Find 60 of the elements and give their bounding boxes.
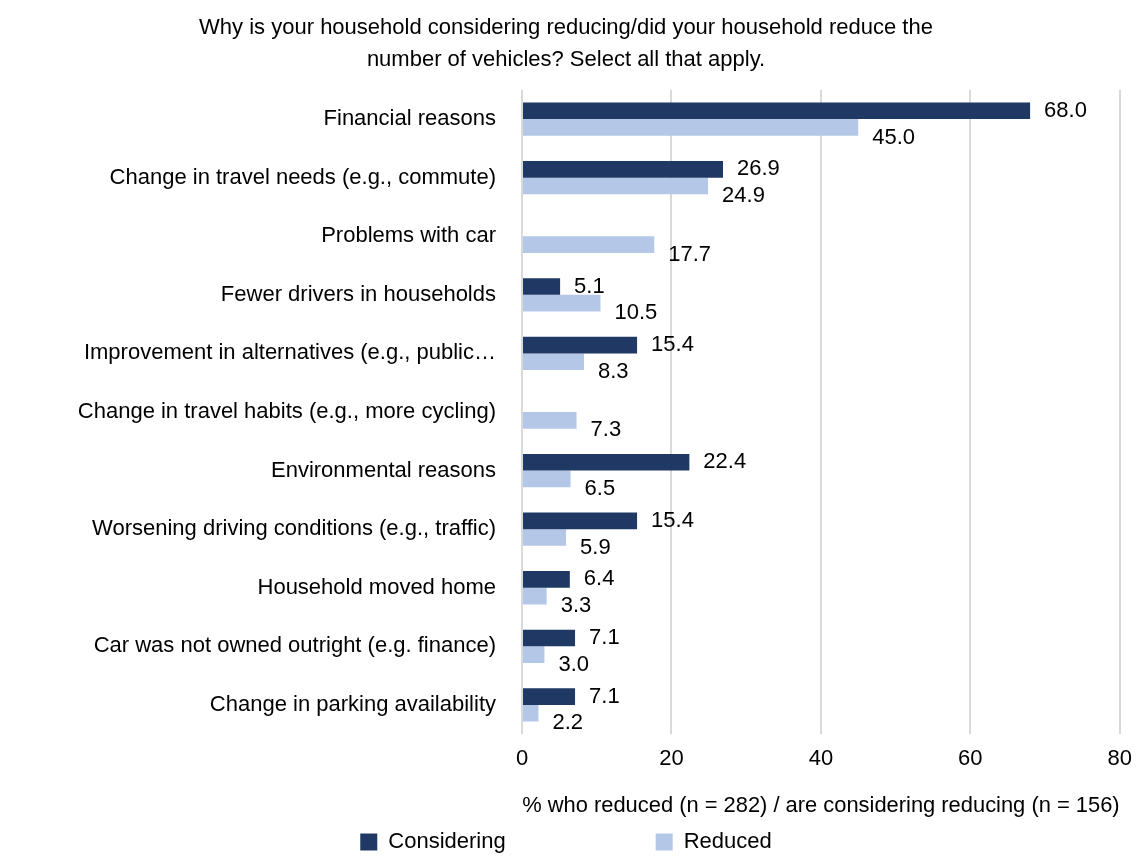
bar xyxy=(523,646,545,664)
y-tick-label: Change in travel habits (e.g., more cycling) xyxy=(77,398,496,424)
bar xyxy=(523,177,709,195)
x-axis-title: % who reduced (n = 282) / are considering reducing (n = 156) xyxy=(522,791,1120,817)
data-label: 24.9 xyxy=(722,182,765,208)
bar xyxy=(523,470,571,488)
data-label: 3.3 xyxy=(560,592,592,618)
data-label: 7.3 xyxy=(590,416,622,442)
bar xyxy=(523,704,539,722)
data-label: 2.2 xyxy=(552,709,584,735)
bar xyxy=(523,453,690,471)
data-label: 17.7 xyxy=(668,240,712,266)
x-tick-label: 0 xyxy=(515,745,529,771)
legend-label: Reduced xyxy=(683,828,772,854)
chart-title: Why is your household considering reducing/did your household reduce the number of vehicles? Select all that apply. xyxy=(199,14,933,71)
y-tick-label: Problems with car xyxy=(321,222,496,248)
data-label: 26.9 xyxy=(737,155,780,181)
x-tick-label: 60 xyxy=(958,745,983,771)
data-label: 6.5 xyxy=(584,474,616,500)
data-label: 6.4 xyxy=(583,565,615,591)
bar xyxy=(523,102,1031,120)
bar xyxy=(523,119,859,136)
y-tick-label: Change in parking availability xyxy=(209,690,496,716)
y-tick-label: Worsening driving conditions (e.g., traffic) xyxy=(92,515,496,541)
y-tick-label: Fewer drivers in households xyxy=(220,280,496,306)
legend-label: Considering xyxy=(388,828,506,854)
data-label: 22.4 xyxy=(703,448,747,474)
x-tick-label: 80 xyxy=(1107,745,1133,771)
bar xyxy=(523,294,601,312)
bar xyxy=(523,353,585,371)
data-label: 15.4 xyxy=(651,331,694,357)
bar xyxy=(523,629,576,647)
bar xyxy=(523,512,638,530)
data-label: 5.9 xyxy=(580,533,611,559)
bar xyxy=(523,160,723,178)
y-tick-label: Improvement in alternatives (e.g., public… xyxy=(83,339,496,365)
bar xyxy=(523,688,576,705)
y-tick-label: Household moved home xyxy=(257,573,496,599)
y-tick-label: Environmental reasons xyxy=(270,456,496,482)
data-label: 15.4 xyxy=(651,506,694,532)
data-label: 45.0 xyxy=(872,123,916,149)
bar xyxy=(523,529,567,546)
bar xyxy=(523,571,570,588)
y-tick-label: Financial reasons xyxy=(323,105,496,131)
data-label: 8.3 xyxy=(598,357,629,383)
bar xyxy=(523,412,577,429)
data-label: 68.0 xyxy=(1044,96,1087,122)
data-label: 7.1 xyxy=(589,682,620,708)
y-tick-label: Car was not owned outright (e.g. finance) xyxy=(93,632,496,658)
bar xyxy=(523,336,638,354)
data-label: 5.1 xyxy=(574,272,605,298)
data-label: 3.0 xyxy=(558,650,590,676)
bar xyxy=(523,278,561,295)
x-tick-label: 40 xyxy=(808,745,834,771)
bar xyxy=(523,236,655,253)
x-tick-label: 20 xyxy=(659,745,684,771)
y-tick-label: Change in travel needs (e.g., commute) xyxy=(109,163,496,189)
data-label: 10.5 xyxy=(614,299,658,325)
bar xyxy=(523,587,547,605)
data-label: 7.1 xyxy=(589,624,620,650)
